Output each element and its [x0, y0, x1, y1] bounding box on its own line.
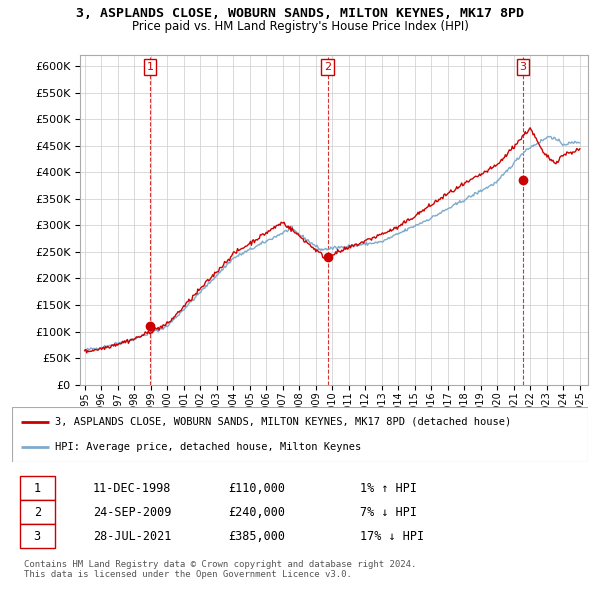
- Text: 28-JUL-2021: 28-JUL-2021: [93, 529, 172, 542]
- Text: HPI: Average price, detached house, Milton Keynes: HPI: Average price, detached house, Milt…: [55, 442, 361, 452]
- Text: 7% ↓ HPI: 7% ↓ HPI: [360, 506, 417, 519]
- Text: 2: 2: [324, 62, 331, 72]
- Text: 24-SEP-2009: 24-SEP-2009: [93, 506, 172, 519]
- Text: 17% ↓ HPI: 17% ↓ HPI: [360, 529, 424, 542]
- Text: £385,000: £385,000: [228, 529, 285, 542]
- Text: Price paid vs. HM Land Registry's House Price Index (HPI): Price paid vs. HM Land Registry's House …: [131, 20, 469, 33]
- Text: £110,000: £110,000: [228, 481, 285, 494]
- Text: 1% ↑ HPI: 1% ↑ HPI: [360, 481, 417, 494]
- Text: 1: 1: [146, 62, 154, 72]
- Text: Contains HM Land Registry data © Crown copyright and database right 2024.
This d: Contains HM Land Registry data © Crown c…: [24, 560, 416, 579]
- Text: 11-DEC-1998: 11-DEC-1998: [93, 481, 172, 494]
- Text: 3, ASPLANDS CLOSE, WOBURN SANDS, MILTON KEYNES, MK17 8PD: 3, ASPLANDS CLOSE, WOBURN SANDS, MILTON …: [76, 7, 524, 20]
- Text: 3: 3: [520, 62, 527, 72]
- Text: £240,000: £240,000: [228, 506, 285, 519]
- Text: 1: 1: [34, 481, 41, 494]
- Text: 2: 2: [34, 506, 41, 519]
- Text: 3: 3: [34, 529, 41, 542]
- Text: 3, ASPLANDS CLOSE, WOBURN SANDS, MILTON KEYNES, MK17 8PD (detached house): 3, ASPLANDS CLOSE, WOBURN SANDS, MILTON …: [55, 417, 511, 427]
